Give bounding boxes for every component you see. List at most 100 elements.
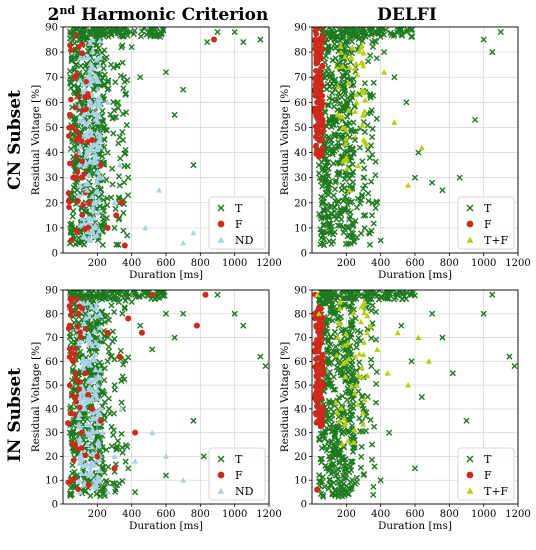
marker-T (480, 36, 487, 43)
marker-ND (91, 101, 99, 107)
marker-T (343, 41, 350, 49)
marker-T (66, 68, 74, 75)
marker-T (123, 31, 130, 38)
marker-T (353, 204, 361, 211)
marker-TF (343, 165, 350, 171)
panel-in-harmonic: 200 400 600 800 1000 1200 0 10 20 30 40 50 60 70 80 90 D… (30, 286, 282, 533)
marker-ND (86, 383, 93, 390)
marker-T (316, 435, 323, 442)
marker-T (338, 338, 345, 346)
marker-T (489, 291, 496, 298)
marker-ND (81, 399, 89, 406)
y-tick-label: 40 (294, 404, 307, 415)
legend-marker-T (217, 455, 225, 463)
marker-T (329, 90, 336, 97)
y-tick-label: 40 (45, 148, 58, 159)
marker-T (321, 483, 328, 490)
marker-ND (97, 143, 104, 150)
marker-ND (95, 438, 102, 444)
marker-F (82, 325, 89, 332)
marker-F (85, 481, 92, 488)
marker-T (323, 229, 331, 236)
x-tick-label: 400 (371, 258, 390, 269)
marker-F (320, 315, 326, 321)
marker-TF (333, 399, 340, 406)
marker-T (326, 181, 333, 188)
marker-T (100, 65, 107, 72)
marker-F (312, 143, 319, 150)
marker-T (118, 399, 125, 406)
x-tick-label: 600 (156, 258, 175, 269)
marker-F (75, 310, 82, 317)
y-tick-label: 90 (294, 23, 307, 34)
marker-T (326, 316, 333, 323)
marker-ND (77, 182, 84, 188)
marker-T (70, 28, 77, 36)
marker-T (262, 362, 269, 370)
marker-T (511, 362, 518, 370)
marker-T (69, 386, 76, 394)
x-tick-label: 400 (371, 509, 390, 520)
y-tick-label: 0 (52, 500, 58, 511)
marker-T (331, 204, 338, 211)
marker-T (342, 378, 349, 385)
marker-ND (93, 141, 100, 148)
marker-F (319, 62, 326, 69)
marker-T (333, 146, 340, 153)
marker-T (334, 222, 342, 229)
y-axis-label: Residual Voltage [%] (30, 85, 42, 196)
marker-ND (84, 109, 92, 116)
marker-T (352, 217, 359, 224)
marker-T (319, 478, 326, 485)
marker-TF (337, 305, 344, 311)
marker-ND (99, 174, 106, 181)
marker-ND (87, 74, 94, 80)
marker-F (319, 137, 326, 143)
marker-T (325, 191, 332, 198)
marker-T (439, 187, 446, 194)
marker-T (69, 213, 76, 220)
marker-ND (93, 300, 101, 307)
marker-T (463, 417, 470, 424)
y-tick-label: 10 (45, 476, 58, 487)
marker-T (108, 27, 116, 31)
marker-ND (83, 360, 90, 367)
marker-T (149, 346, 156, 353)
marker-F (85, 391, 91, 398)
marker-TF (415, 334, 422, 340)
marker-TF (360, 50, 367, 56)
marker-T (338, 478, 346, 486)
marker-TF (363, 141, 370, 147)
marker-T (99, 107, 106, 115)
marker-F (138, 329, 145, 336)
marker-ND (92, 312, 99, 319)
marker-TF (356, 350, 363, 357)
marker-T (361, 80, 369, 87)
y-tick-label: 20 (45, 452, 58, 463)
marker-ND (91, 351, 98, 357)
marker-T (335, 89, 342, 96)
marker-T (338, 76, 346, 83)
marker-T (329, 447, 336, 454)
marker-TF (352, 108, 359, 114)
marker-T (131, 27, 138, 34)
marker-T (327, 333, 335, 340)
marker-ND (79, 355, 87, 362)
marker-T (369, 290, 376, 296)
marker-ND (77, 390, 84, 397)
marker-ND (86, 67, 94, 73)
marker-T (369, 302, 376, 309)
marker-T (69, 429, 76, 437)
marker-T (117, 155, 124, 162)
marker-T (334, 348, 341, 355)
marker-T (347, 199, 354, 206)
x-tick-label: 200 (337, 509, 356, 520)
marker-T (344, 336, 351, 343)
marker-T (346, 134, 353, 141)
marker-ND (80, 117, 87, 124)
marker-T (321, 179, 328, 186)
marker-TF (367, 323, 374, 329)
marker-ND (111, 199, 118, 206)
marker-ND (78, 470, 85, 476)
marker-TF (351, 389, 358, 396)
